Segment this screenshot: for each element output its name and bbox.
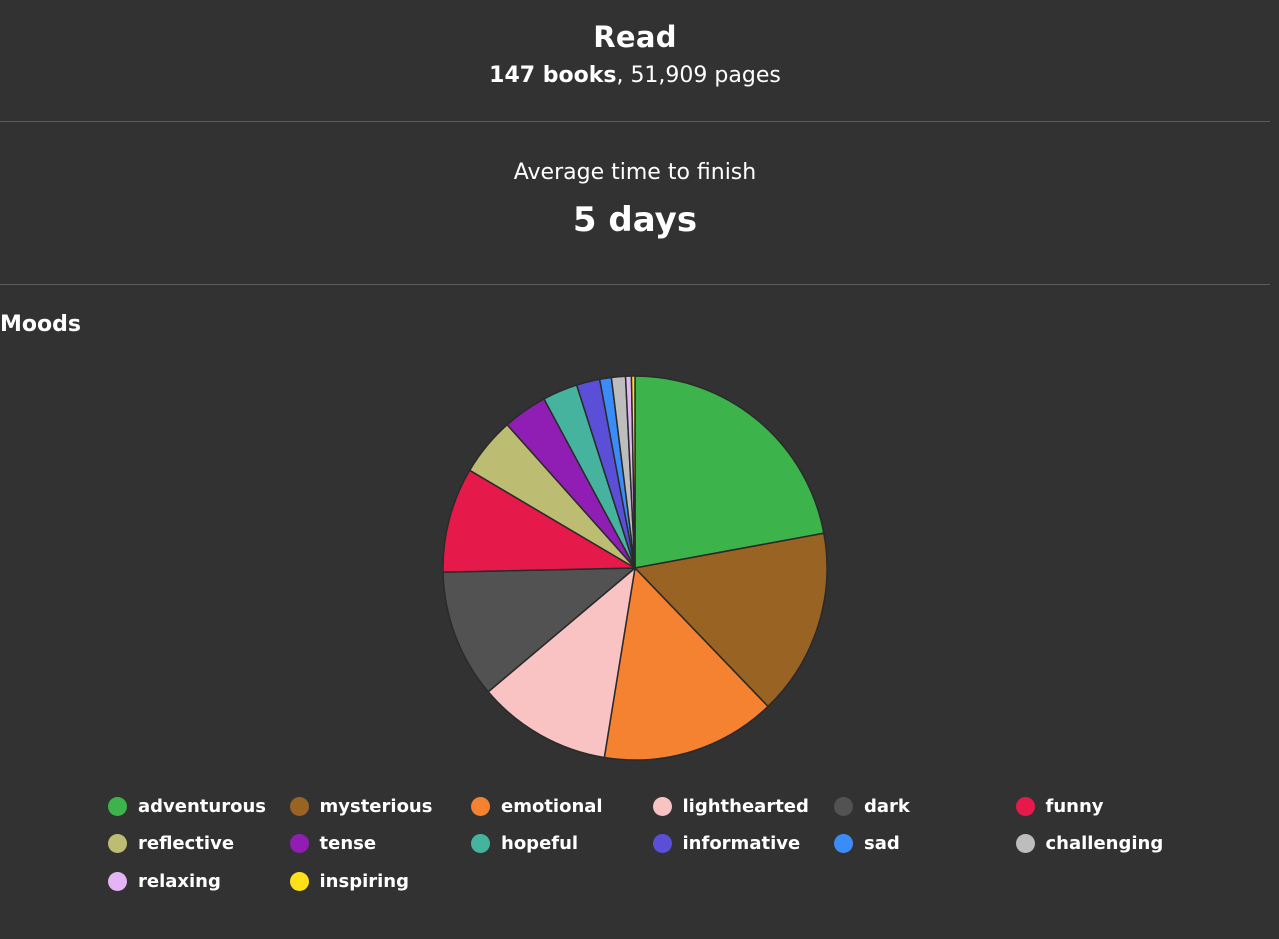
- legend-item-dark[interactable]: dark: [834, 794, 910, 818]
- pie-slice-lighthearted[interactable]: [487, 566, 637, 759]
- legend-item-emotional[interactable]: emotional: [471, 794, 603, 818]
- moods-chart-title: Moods: [0, 312, 81, 337]
- legend-label-informative: informative: [682, 833, 801, 854]
- moods-pie-chart: [442, 375, 828, 761]
- legend-label-hopeful: hopeful: [501, 833, 579, 854]
- legend-dot-tense: [289, 834, 309, 853]
- legend-item-adventurous[interactable]: adventurous: [108, 794, 266, 818]
- legend-dot-hopeful: [471, 834, 490, 853]
- legend-dot-relaxing: [108, 871, 127, 891]
- legend-item-informative[interactable]: informative: [652, 832, 801, 856]
- legend-dot-challenging: [1015, 834, 1035, 853]
- legend-dot-funny: [1015, 796, 1035, 816]
- legend-label-sad: sad: [864, 833, 900, 854]
- legend-label-challenging: challenging: [1045, 833, 1164, 854]
- legend-label-funny: funny: [1045, 795, 1104, 817]
- legend-dot-mysterious: [289, 796, 309, 816]
- legend-label-relaxing: relaxing: [138, 870, 221, 892]
- legend-dot-adventurous: [108, 796, 127, 816]
- books-count: 147 books: [489, 63, 617, 88]
- pie-slice-funny[interactable]: [442, 469, 638, 573]
- legend-dot-informative: [652, 834, 672, 853]
- legend-item-relaxing[interactable]: relaxing: [108, 869, 221, 893]
- legend-dot-lighthearted: [652, 796, 672, 816]
- legend-label-reflective: reflective: [138, 833, 235, 854]
- legend-item-hopeful[interactable]: hopeful: [471, 832, 578, 856]
- legend-dot-inspiring: [289, 871, 309, 891]
- read-title: Read: [593, 20, 677, 54]
- legend-label-inspiring: inspiring: [319, 870, 410, 892]
- pages-count: , 51,909 pages: [616, 63, 781, 88]
- legend-item-tense[interactable]: tense: [289, 832, 377, 856]
- legend-item-lighthearted[interactable]: lighthearted: [652, 794, 809, 818]
- legend-label-mysterious: mysterious: [319, 795, 433, 817]
- legend-dot-reflective: [108, 834, 127, 853]
- pie-slice-mysterious[interactable]: [633, 532, 828, 708]
- legend-label-lighthearted: lighthearted: [682, 795, 809, 817]
- pie-slice-inspiring[interactable]: [630, 375, 636, 569]
- divider-top: [0, 121, 1270, 122]
- legend-label-emotional: emotional: [501, 795, 603, 817]
- legend-item-reflective[interactable]: reflective: [108, 832, 234, 856]
- legend-item-sad[interactable]: sad: [834, 832, 900, 856]
- pie-slice-emotional[interactable]: [603, 566, 770, 761]
- legend-item-challenging[interactable]: challenging: [1015, 832, 1164, 856]
- legend-dot-dark: [834, 796, 853, 816]
- divider-middle: [0, 284, 1270, 285]
- legend-label-tense: tense: [319, 833, 377, 854]
- legend-dot-sad: [834, 834, 853, 853]
- average-time-value: 5 days: [572, 200, 698, 240]
- legend-item-inspiring[interactable]: inspiring: [289, 869, 410, 893]
- pie-slice-adventurous[interactable]: [634, 375, 825, 569]
- legend-item-funny[interactable]: funny: [1015, 794, 1104, 818]
- legend-item-mysterious[interactable]: mysterious: [289, 794, 433, 818]
- legend-label-dark: dark: [864, 795, 910, 817]
- read-stats: 147 books, 51,909 pages: [0, 63, 1270, 88]
- legend-label-adventurous: adventurous: [138, 795, 266, 817]
- average-time-label: Average time to finish: [513, 160, 757, 185]
- legend-dot-emotional: [471, 796, 490, 816]
- pie-slice-dark[interactable]: [442, 567, 638, 693]
